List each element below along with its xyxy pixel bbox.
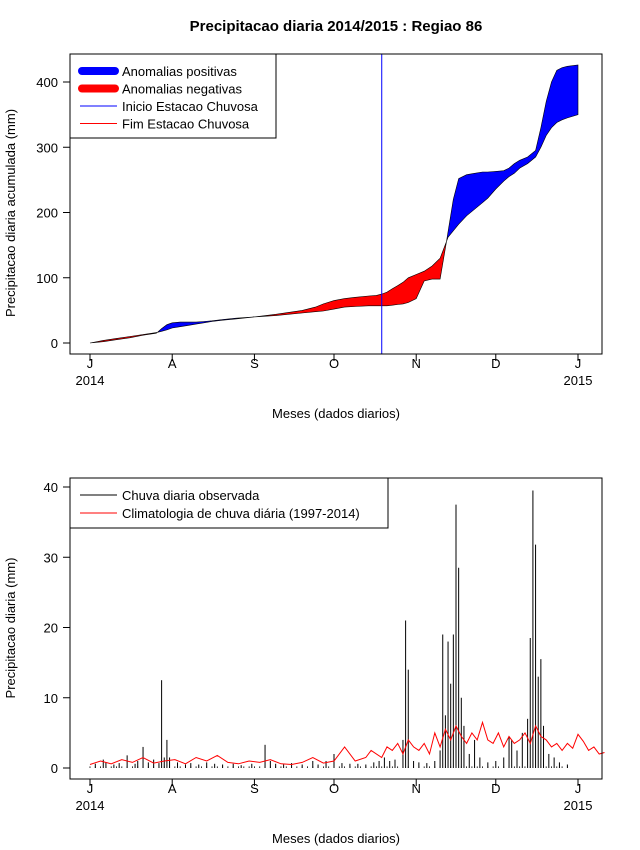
chart-title: Precipitacao diaria 2014/2015 : Regiao 8… [190,18,483,35]
daily-rain-bars [89,490,568,768]
top-ytick-label: 200 [36,206,58,221]
top-ytick-label: 300 [36,140,58,155]
positive-anomaly-area-1 [157,316,255,333]
top-month-label: J [87,356,94,371]
bottom-ytick-label: 30 [44,550,58,565]
top-ylabel: Precipitacao diaria acumulada (mm) [3,109,18,317]
top-legend: Anomalias positivas Anomalias negativas In… [69,53,277,139]
bottom-legend: Chuva diaria observada Climatologia de ch… [69,477,389,529]
bottom-month-label: O [329,781,339,796]
top-month-label: J [575,356,582,371]
bottom-axes: 0 10 20 30 40 J A S O N D J 2014 2015 [44,480,593,813]
bottom-ytick-label: 20 [44,621,58,636]
negative-anomaly-area-2 [254,241,447,318]
top-xlabel: Meses (dados diarios) [272,406,400,421]
daily-climatology [89,720,605,766]
top-month-label: N [412,356,421,371]
top-legend-label: Anomalias negativas [122,82,242,97]
top-ytick-label: 100 [36,271,58,286]
negative-anomaly-area-0 [89,332,158,344]
top-year-label: 2014 [76,373,105,388]
bottom-ylabel: Precipitacao diaria (mm) [3,558,18,699]
top-ytick-label: 0 [51,336,58,351]
accumulated-anomaly-areas [89,64,579,344]
climatology-line [89,720,605,766]
bottom-ytick-label: 40 [44,480,58,495]
bottom-month-label: N [412,781,421,796]
bottom-month-label: J [575,781,582,796]
bottom-month-label: A [168,781,177,796]
top-plot-frame [69,53,603,355]
top-month-label: S [250,356,259,371]
top-legend-label: Inicio Estacao Chuvosa [122,99,259,114]
bottom-legend-label: Chuva diaria observada [122,488,260,503]
top-month-label: A [168,356,177,371]
bottom-month-label: D [491,781,500,796]
bottom-month-label: J [87,781,94,796]
bottom-ytick-label: 10 [44,691,58,706]
positive-anomaly-area-3 [446,64,579,242]
bottom-ytick-label: 0 [51,761,58,776]
top-month-label: D [491,356,500,371]
bottom-legend-box [69,477,389,529]
bottom-month-label: S [250,781,259,796]
top-month-label: O [329,356,339,371]
bottom-year-label: 2014 [76,798,105,813]
bottom-year-label: 2015 [564,798,593,813]
top-year-label: 2015 [564,373,593,388]
bottom-legend-label: Climatologia de chuva diária (1997-2014) [122,506,360,521]
bottom-xlabel: Meses (dados diarios) [272,831,400,846]
top-ytick-label: 400 [36,75,58,90]
top-legend-label: Fim Estacao Chuvosa [122,117,250,132]
top-axes: 0 100 200 300 400 J A S O N D J 2014 2015 [36,75,592,388]
top-legend-label: Anomalias positivas [122,64,237,79]
